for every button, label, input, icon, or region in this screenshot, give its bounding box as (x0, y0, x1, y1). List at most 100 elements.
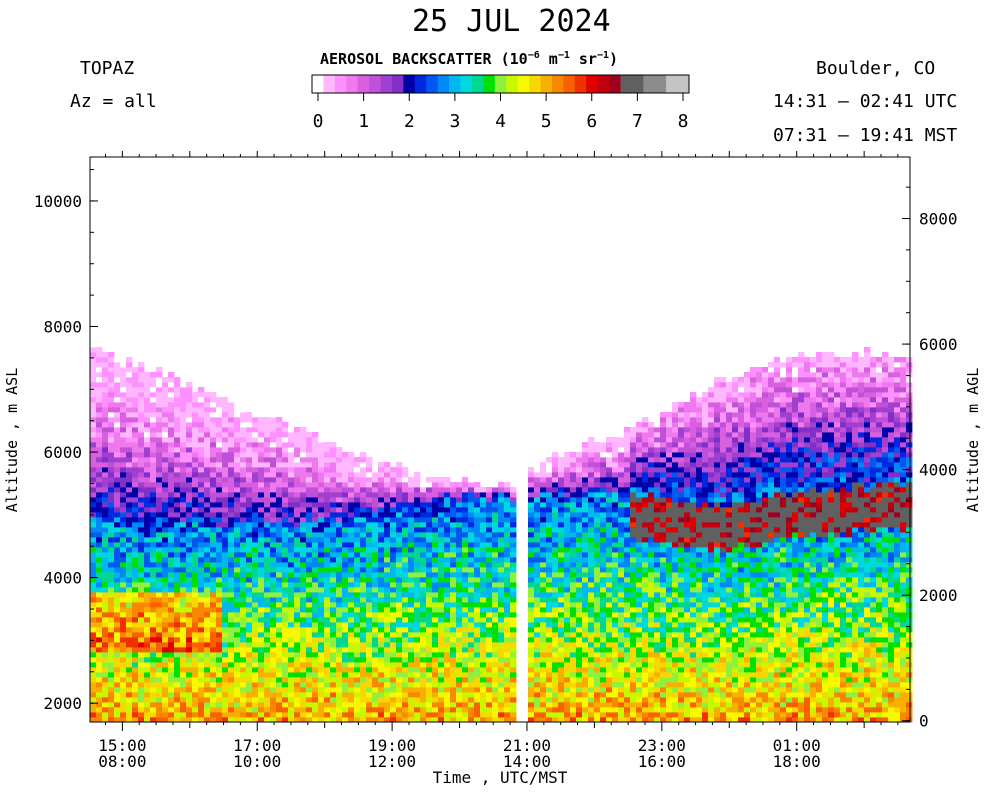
heatmap-cell (336, 607, 343, 613)
heatmap-cell (354, 462, 361, 468)
heatmap-cell (318, 457, 325, 463)
heatmap-cell (390, 692, 397, 698)
heatmap-cell (240, 502, 247, 508)
heatmap-cell (360, 517, 367, 523)
heatmap-cell (264, 417, 271, 423)
heatmap-cell (258, 417, 265, 423)
heatmap-cell (294, 492, 301, 498)
heatmap-cell (216, 632, 223, 638)
heatmap-cell (102, 427, 109, 433)
heatmap-cell (132, 452, 139, 458)
heatmap-cell (180, 477, 187, 483)
heatmap-cell (180, 437, 187, 443)
heatmap-cell (300, 567, 307, 573)
heatmap-cell (366, 467, 373, 473)
heatmap-cell (102, 402, 109, 408)
heatmap-cell (156, 462, 163, 468)
heatmap-cell (402, 582, 409, 588)
heatmap-cell (102, 612, 109, 618)
heatmap-cell (558, 657, 565, 663)
heatmap-cell (480, 592, 487, 598)
heatmap-cell (264, 672, 271, 678)
heatmap-cell (330, 487, 337, 493)
heatmap-cell (144, 597, 151, 603)
heatmap-cell (288, 477, 295, 483)
heatmap-cell (150, 582, 157, 588)
heatmap-cell (354, 602, 361, 608)
heatmap-cell (90, 527, 97, 533)
heatmap-cell (138, 597, 145, 603)
heatmap-cell (216, 417, 223, 423)
heatmap-cell (240, 612, 247, 618)
heatmap-cell (390, 587, 397, 593)
heatmap-cell (468, 497, 475, 503)
heatmap-cell (210, 712, 217, 718)
heatmap-cell (390, 622, 397, 628)
heatmap-cell (564, 667, 571, 673)
heatmap-cell (348, 522, 355, 528)
heatmap-cell (360, 637, 367, 643)
heatmap-cell (246, 517, 253, 523)
heatmap-cell (510, 607, 517, 613)
heatmap-cell (570, 507, 577, 513)
heatmap-cell (132, 382, 139, 388)
heatmap-cell (258, 717, 265, 723)
heatmap-cell (462, 487, 469, 493)
heatmap-cell (264, 642, 271, 648)
heatmap-cell (342, 452, 349, 458)
heatmap-cell (576, 662, 583, 668)
heatmap-cell (504, 647, 511, 653)
heatmap-cell (162, 482, 169, 488)
heatmap-cell (546, 652, 553, 658)
heatmap-cell (528, 597, 535, 603)
heatmap-cell (570, 607, 577, 613)
heatmap-cell (426, 592, 433, 598)
heatmap-cell (414, 587, 421, 593)
heatmap-cell (474, 682, 481, 688)
heatmap-cell (408, 642, 415, 648)
heatmap-cell (342, 532, 349, 538)
heatmap-cell (450, 697, 457, 703)
heatmap-cell (468, 547, 475, 553)
heatmap-cell (270, 677, 277, 683)
heatmap-cell (456, 682, 463, 688)
heatmap-cell (396, 662, 403, 668)
heatmap-cell (348, 562, 355, 568)
heatmap-cell (324, 702, 331, 708)
heatmap-cell (510, 582, 517, 588)
heatmap-cell (300, 617, 307, 623)
heatmap-cell (90, 532, 97, 538)
heatmap-cell (102, 717, 109, 723)
heatmap-cell (216, 617, 223, 623)
heatmap-cell (192, 457, 199, 463)
heatmap-cell (276, 617, 283, 623)
heatmap-cell (222, 492, 229, 498)
heatmap-cell (198, 597, 205, 603)
heatmap-cell (168, 692, 175, 698)
heatmap-cell (426, 702, 433, 708)
heatmap-cell (594, 677, 601, 683)
heatmap-cell (102, 622, 109, 628)
heatmap-cell (468, 627, 475, 633)
heatmap-cell (552, 717, 559, 723)
heatmap-cell (300, 467, 307, 473)
heatmap-cell (438, 637, 445, 643)
heatmap-cell (282, 447, 289, 453)
heatmap-cell (240, 717, 247, 723)
heatmap-cell (450, 652, 457, 658)
heatmap-cell (228, 417, 235, 423)
heatmap-cell (414, 527, 421, 533)
heatmap-cell (558, 607, 565, 613)
heatmap-cell (402, 697, 409, 703)
heatmap-cell (444, 682, 451, 688)
heatmap-cell (594, 702, 601, 708)
heatmap-cell (264, 437, 271, 443)
heatmap-cell (528, 632, 535, 638)
heatmap-cell (156, 522, 163, 528)
heatmap-cell (318, 627, 325, 633)
heatmap-cell (186, 622, 193, 628)
heatmap-cell (348, 462, 355, 468)
heatmap-cell (342, 497, 349, 503)
heatmap-cell (366, 522, 373, 528)
